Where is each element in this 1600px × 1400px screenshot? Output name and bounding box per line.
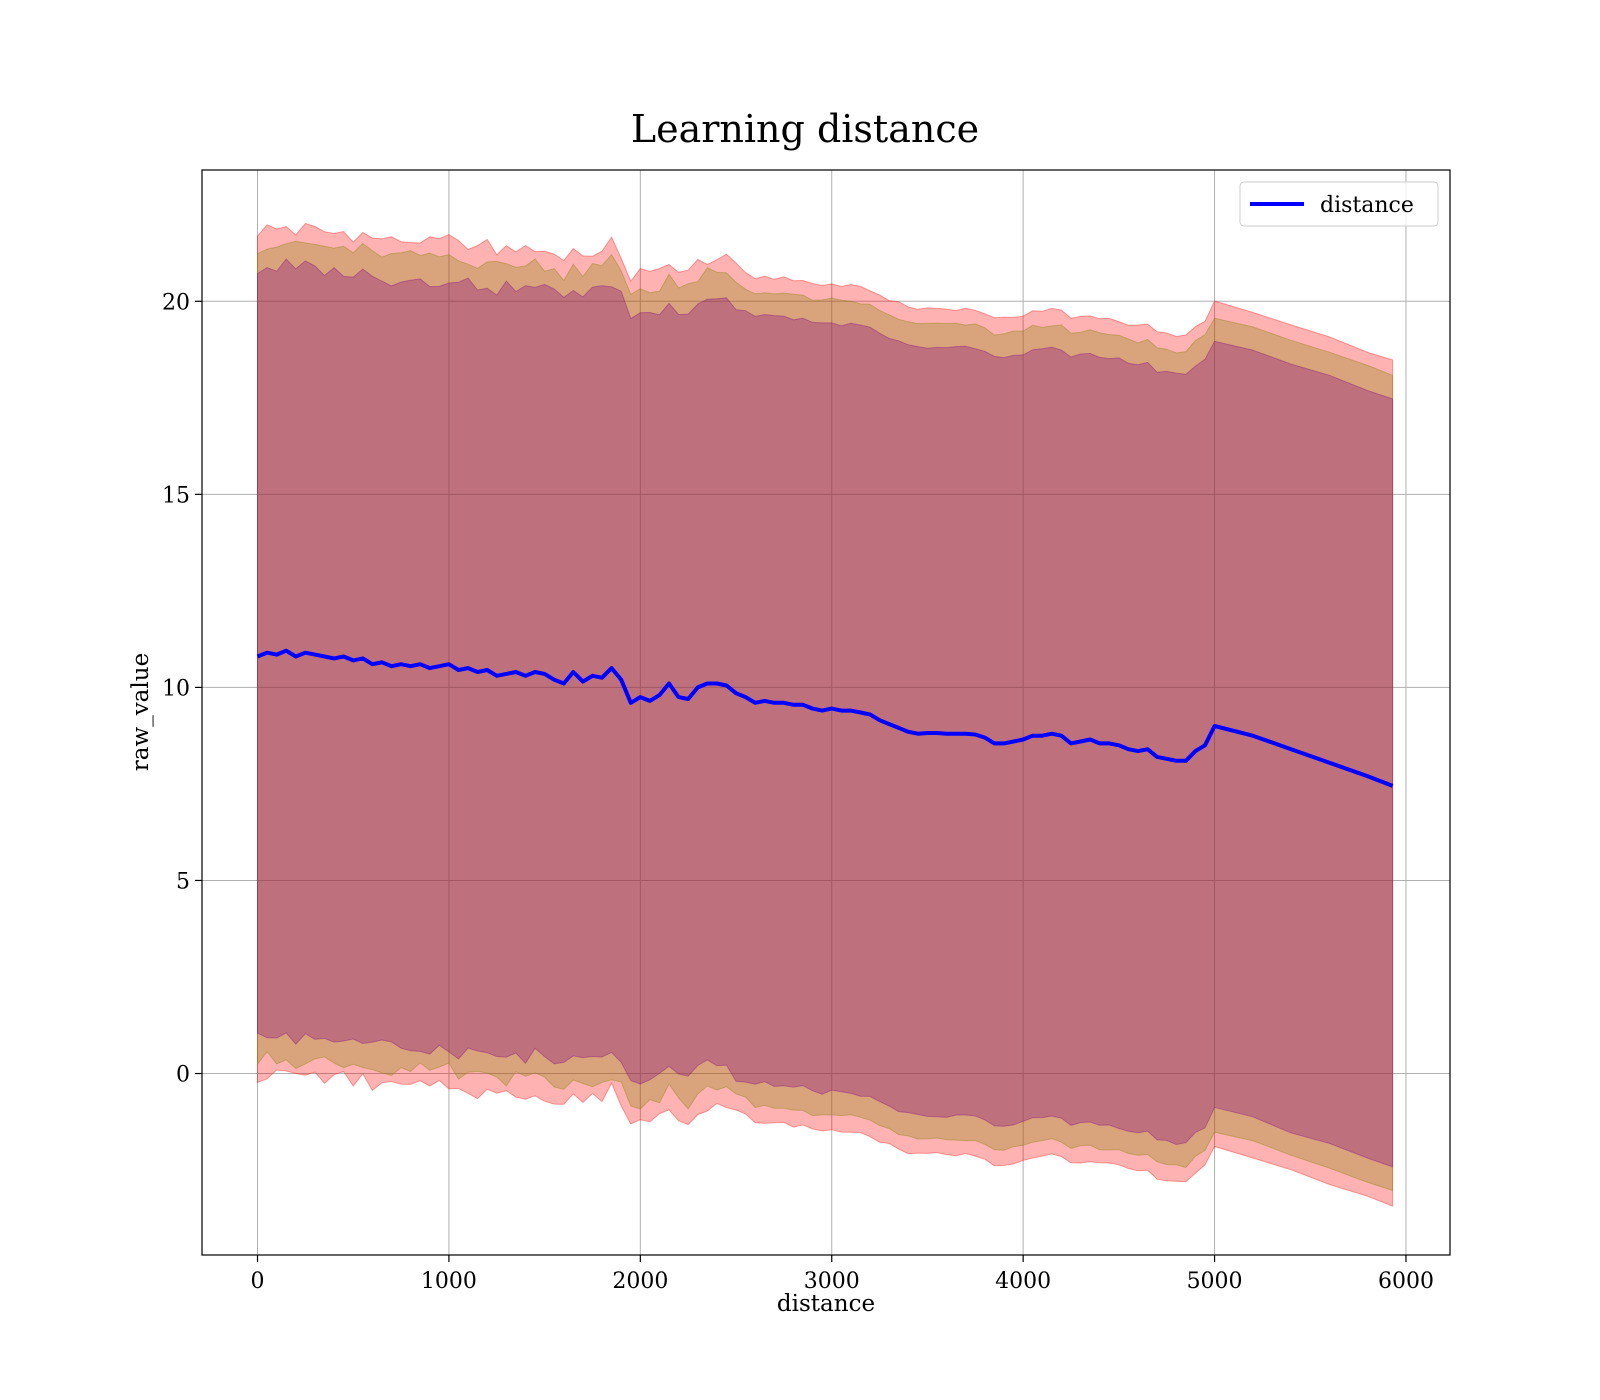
legend-box	[1239, 181, 1439, 227]
band-middle	[257, 240, 1394, 1192]
chart-title: Learning distance	[631, 107, 979, 151]
y-tick-label: 5	[176, 869, 190, 894]
series-line-distance	[256, 648, 1394, 788]
plot-frame	[201, 169, 1451, 1256]
y-axis-label: raw_value	[128, 653, 154, 771]
grid-lines	[202, 170, 1450, 1255]
series-lines	[256, 648, 1394, 788]
y-tick-label: 15	[162, 483, 190, 508]
x-tick-label: 3000	[804, 1269, 860, 1294]
x-axis-label: distance	[777, 1291, 875, 1317]
axis-ticks: 0 1000 2000 3000 4000 5000 6000 0 5 10 15 20	[162, 290, 1434, 1294]
y-tick-label: 10	[162, 676, 190, 701]
confidence-bands	[257, 222, 1394, 1207]
x-tick-label: 1000	[421, 1269, 477, 1294]
legend-label: distance	[1320, 193, 1414, 218]
y-tick-label: 0	[176, 1063, 190, 1088]
x-tick-label: 4000	[995, 1269, 1051, 1294]
x-tick-label: 2000	[612, 1269, 668, 1294]
band-outer	[257, 222, 1394, 1207]
x-tick-label: 0	[251, 1269, 265, 1294]
legend: distance	[1239, 181, 1439, 227]
band-inner	[257, 258, 1394, 1168]
y-tick-label: 20	[162, 290, 190, 315]
x-tick-label: 6000	[1378, 1269, 1434, 1294]
x-tick-label: 5000	[1187, 1269, 1243, 1294]
